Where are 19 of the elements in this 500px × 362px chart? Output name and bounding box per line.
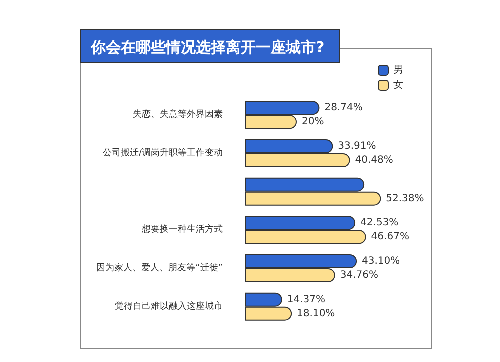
- legend-label: 女: [394, 79, 404, 91]
- data-label: 52.38%: [386, 193, 424, 204]
- y-tick-label: 失恋、失意等外界因素: [133, 109, 223, 120]
- y-tick-label: 觉得自己难以融入这座城市: [115, 300, 223, 312]
- data-label: 43.10%: [362, 256, 400, 267]
- y-tick-label: 想要换一种生活方式: [141, 224, 223, 236]
- data-label: 34.76%: [340, 270, 378, 281]
- data-label: 42.53%: [360, 218, 399, 229]
- data-label: 46.67%: [371, 232, 410, 243]
- data-label: 40.48%: [355, 155, 394, 166]
- y-tick-label: 公司搬迁/调岗升职等工作变动: [102, 148, 223, 158]
- data-label: 20%: [302, 116, 324, 128]
- y-tick-label: 因为家人、爱人、朋友等“迁徙”: [96, 262, 223, 274]
- data-label: 18.10%: [297, 308, 336, 320]
- legend-label: 男: [394, 65, 404, 76]
- data-label: 33.91%: [338, 141, 376, 152]
- data-label: 14.37%: [287, 294, 326, 306]
- data-label: 28.74%: [324, 102, 363, 114]
- chart-title: 你会在哪些情况选择离开一座城市?: [90, 38, 325, 56]
